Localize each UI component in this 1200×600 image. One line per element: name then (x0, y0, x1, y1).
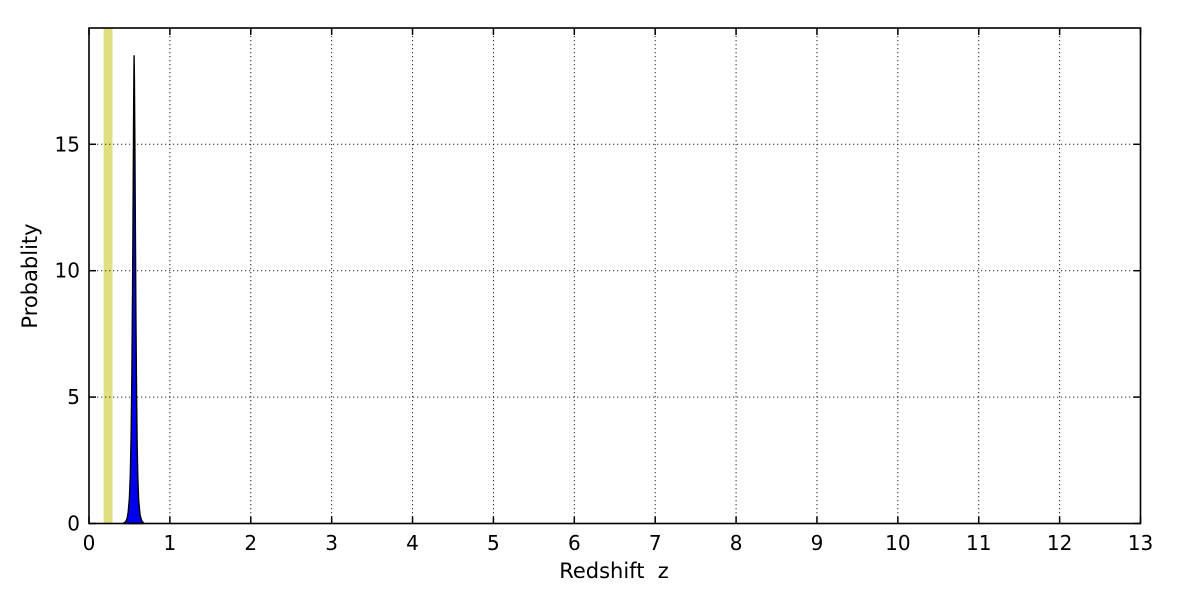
x-tick-label: 11 (966, 531, 991, 555)
x-axis-label: Redshift z (559, 559, 669, 583)
highlight-band (103, 28, 113, 524)
y-tick-label: 15 (55, 132, 80, 156)
x-tick-label: 5 (487, 531, 500, 555)
x-tick-label: 12 (1047, 531, 1072, 555)
x-tick-label: 9 (811, 531, 824, 555)
x-tick-label: 6 (568, 531, 581, 555)
plot-border (88, 27, 1142, 525)
x-tick-label: 1 (164, 531, 177, 555)
x-tick-label: 8 (730, 531, 743, 555)
y-tick-label: 5 (67, 385, 80, 409)
x-tick-label: 7 (649, 531, 662, 555)
y-tick-label: 10 (55, 259, 80, 283)
pdf-curve (122, 55, 145, 525)
y-tick-label: 0 (67, 512, 80, 536)
y-axis-label: Probablity (18, 223, 42, 329)
x-tick-label: 10 (885, 531, 910, 555)
x-tick-label: 4 (406, 531, 419, 555)
x-tick-label: 0 (83, 531, 96, 555)
x-tick-label: 13 (1128, 531, 1153, 555)
x-tick-label: 3 (325, 531, 338, 555)
x-tick-label: 2 (244, 531, 257, 555)
